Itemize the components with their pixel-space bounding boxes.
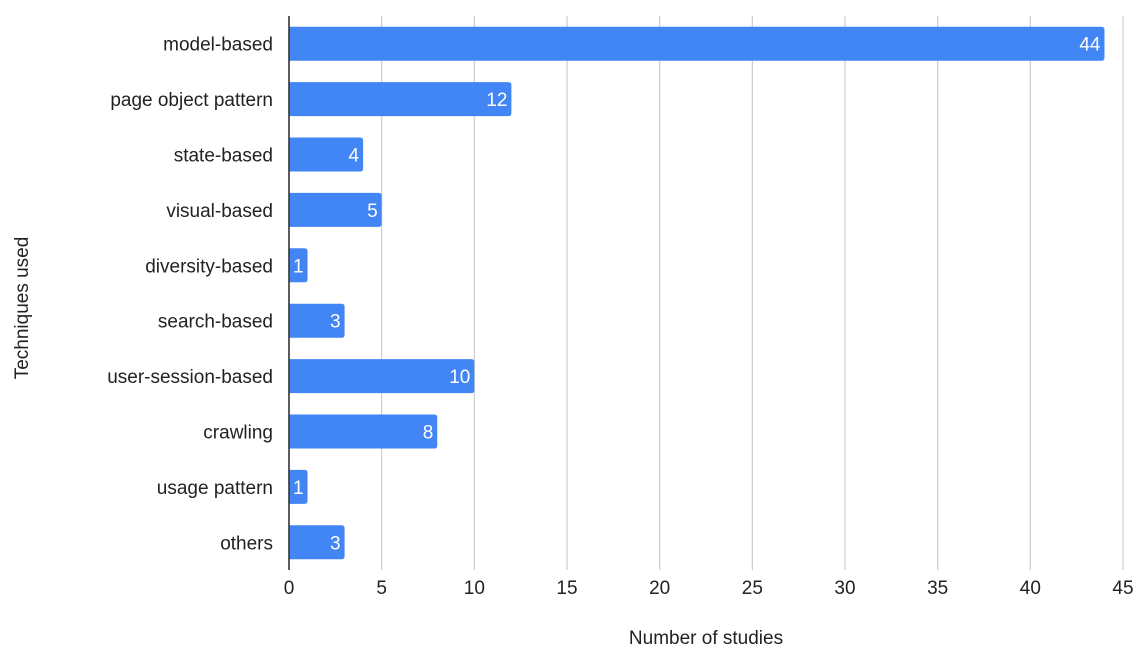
bar-value-label: 5 xyxy=(367,201,378,222)
x-tick-label: 30 xyxy=(834,578,855,599)
x-tick-label: 5 xyxy=(376,578,387,599)
x-tick-label: 35 xyxy=(927,578,948,599)
category-label: state-based xyxy=(174,146,273,167)
x-tick-label: 15 xyxy=(556,578,577,599)
x-tick-label: 0 xyxy=(284,578,295,599)
category-label: diversity-based xyxy=(145,256,273,277)
bar-value-label: 1 xyxy=(293,256,304,277)
bars: 44 12 4 5 1 3 10 8 1 3 xyxy=(289,26,1105,560)
bar xyxy=(289,525,345,560)
bar-value-label: 12 xyxy=(486,90,507,111)
bar xyxy=(289,303,345,338)
category-label: visual-based xyxy=(166,201,273,222)
x-tick-label: 45 xyxy=(1112,578,1133,599)
bar-value-label: 4 xyxy=(349,146,360,167)
bar-value-label: 8 xyxy=(423,423,434,444)
category-label: crawling xyxy=(203,423,273,444)
bar xyxy=(289,137,364,172)
bar xyxy=(289,26,1105,61)
x-axis-title: Number of studies xyxy=(629,628,783,649)
bar xyxy=(289,248,308,283)
bar xyxy=(289,359,475,394)
category-label: others xyxy=(220,533,273,554)
category-label: usage pattern xyxy=(157,478,273,499)
category-label: model-based xyxy=(163,35,273,56)
x-tick-label: 20 xyxy=(649,578,670,599)
bar-value-label: 1 xyxy=(293,478,304,499)
y-axis-title: Techniques used xyxy=(12,237,33,380)
bar-value-label: 3 xyxy=(330,312,341,333)
category-label: search-based xyxy=(158,312,273,333)
bar xyxy=(289,192,382,227)
x-tick-label: 25 xyxy=(742,578,763,599)
bar-value-label: 10 xyxy=(449,367,470,388)
category-label: page object pattern xyxy=(110,90,273,111)
bar-value-label: 3 xyxy=(330,533,341,554)
bar xyxy=(289,469,308,504)
x-tick-label: 10 xyxy=(464,578,485,599)
x-tick-label: 40 xyxy=(1020,578,1041,599)
category-label: user-session-based xyxy=(107,367,273,388)
bar xyxy=(289,82,512,117)
bar-value-label: 44 xyxy=(1079,35,1101,56)
bar xyxy=(289,414,438,449)
